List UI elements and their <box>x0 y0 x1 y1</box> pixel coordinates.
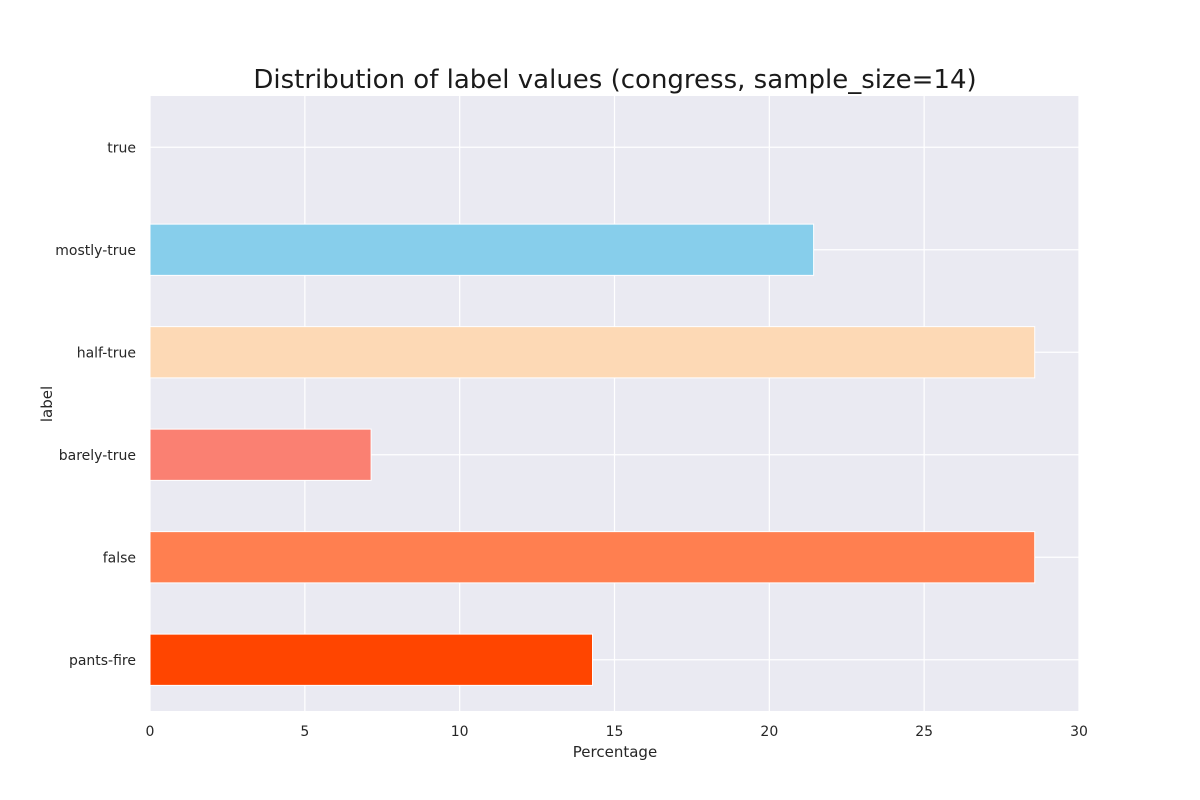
x-axis-label: Percentage <box>573 743 657 761</box>
bar-barely-true <box>149 428 372 481</box>
bar-pants-fire <box>149 633 594 686</box>
y-tick-label-pants-fire: pants-fire <box>69 653 136 669</box>
x-tick-label: 20 <box>760 724 778 740</box>
bars <box>149 223 1036 686</box>
x-tick-label: 0 <box>146 724 155 740</box>
y-axis-ticks: true mostly-true half-true barely-true false… <box>55 140 136 669</box>
x-axis-ticks: 0 5 10 15 20 25 30 <box>146 724 1088 740</box>
chart-title: Distribution of label values (congress, … <box>253 65 976 95</box>
x-tick-label: 10 <box>451 724 469 740</box>
bar-half-true <box>149 326 1036 379</box>
y-tick-label-true: true <box>107 140 136 156</box>
bar-false <box>149 531 1036 584</box>
x-tick-label: 25 <box>915 724 933 740</box>
y-tick-label-false: false <box>103 550 136 566</box>
y-tick-label-mostly-true: mostly-true <box>55 243 136 259</box>
x-tick-label: 15 <box>606 724 624 740</box>
y-tick-label-barely-true: barely-true <box>59 448 136 464</box>
x-tick-label: 5 <box>300 724 309 740</box>
x-tick-label: 30 <box>1070 724 1088 740</box>
bar-mostly-true <box>149 223 815 276</box>
y-tick-label-half-true: half-true <box>77 345 136 361</box>
y-axis-label: label <box>38 386 56 422</box>
